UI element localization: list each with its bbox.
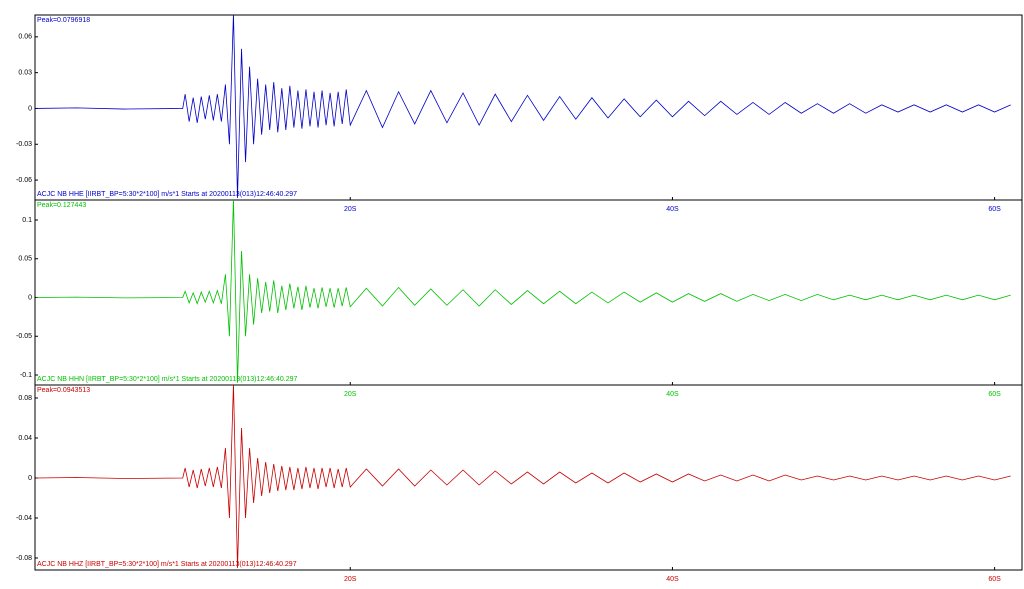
x-tick-label: 20S: [344, 206, 357, 213]
y-tick-label: 0: [28, 475, 32, 482]
y-tick-label: -0.04: [16, 515, 32, 522]
peak-label: Peak=0.0796918: [37, 17, 90, 24]
x-tick-label: 60S: [988, 206, 1001, 213]
y-tick-label: 0.1: [22, 217, 32, 224]
x-tick-label: 60S: [988, 576, 1001, 583]
x-tick-label: 20S: [344, 576, 357, 583]
x-tick-label: 20S: [344, 391, 357, 398]
panel-frame: [34, 199, 1023, 386]
y-tick-label: 0.08: [18, 395, 32, 402]
peak-label: Peak=0.0943513: [37, 387, 90, 394]
y-tick-label: 0.05: [18, 256, 32, 263]
x-tick-label: 40S: [666, 576, 679, 583]
y-tick-label: 0.04: [18, 435, 32, 442]
waveform: [36, 200, 1011, 383]
y-tick-label: 0: [28, 294, 32, 301]
y-tick-label: 0: [28, 105, 32, 112]
x-tick-label: 60S: [988, 391, 1001, 398]
waveform: [36, 15, 1011, 198]
x-tick-label: 40S: [666, 206, 679, 213]
waveform: [36, 385, 1011, 569]
y-tick-label: -0.03: [16, 141, 32, 148]
y-tick-label: 0.06: [18, 34, 32, 41]
peak-label: Peak=0.127443: [37, 202, 86, 209]
channel-label: ACJC NB HHZ [IIRBT_BP=5:30*2*100] m/s*1 …: [37, 561, 297, 568]
y-tick-label: -0.06: [16, 177, 32, 184]
y-tick-label: -0.08: [16, 555, 32, 562]
x-tick-label: 40S: [666, 391, 679, 398]
y-tick-label: 0.03: [18, 69, 32, 76]
channel-label: ACJC NB HHN [IIRBT_BP=5:30*2*100] m/s*1 …: [37, 376, 297, 383]
y-tick-label: -0.05: [16, 333, 32, 340]
y-tick-label: -0.1: [20, 372, 32, 379]
channel-label: ACJC NB HHE [IIRBT_BP=5:30*2*100] m/s*1 …: [37, 191, 297, 198]
